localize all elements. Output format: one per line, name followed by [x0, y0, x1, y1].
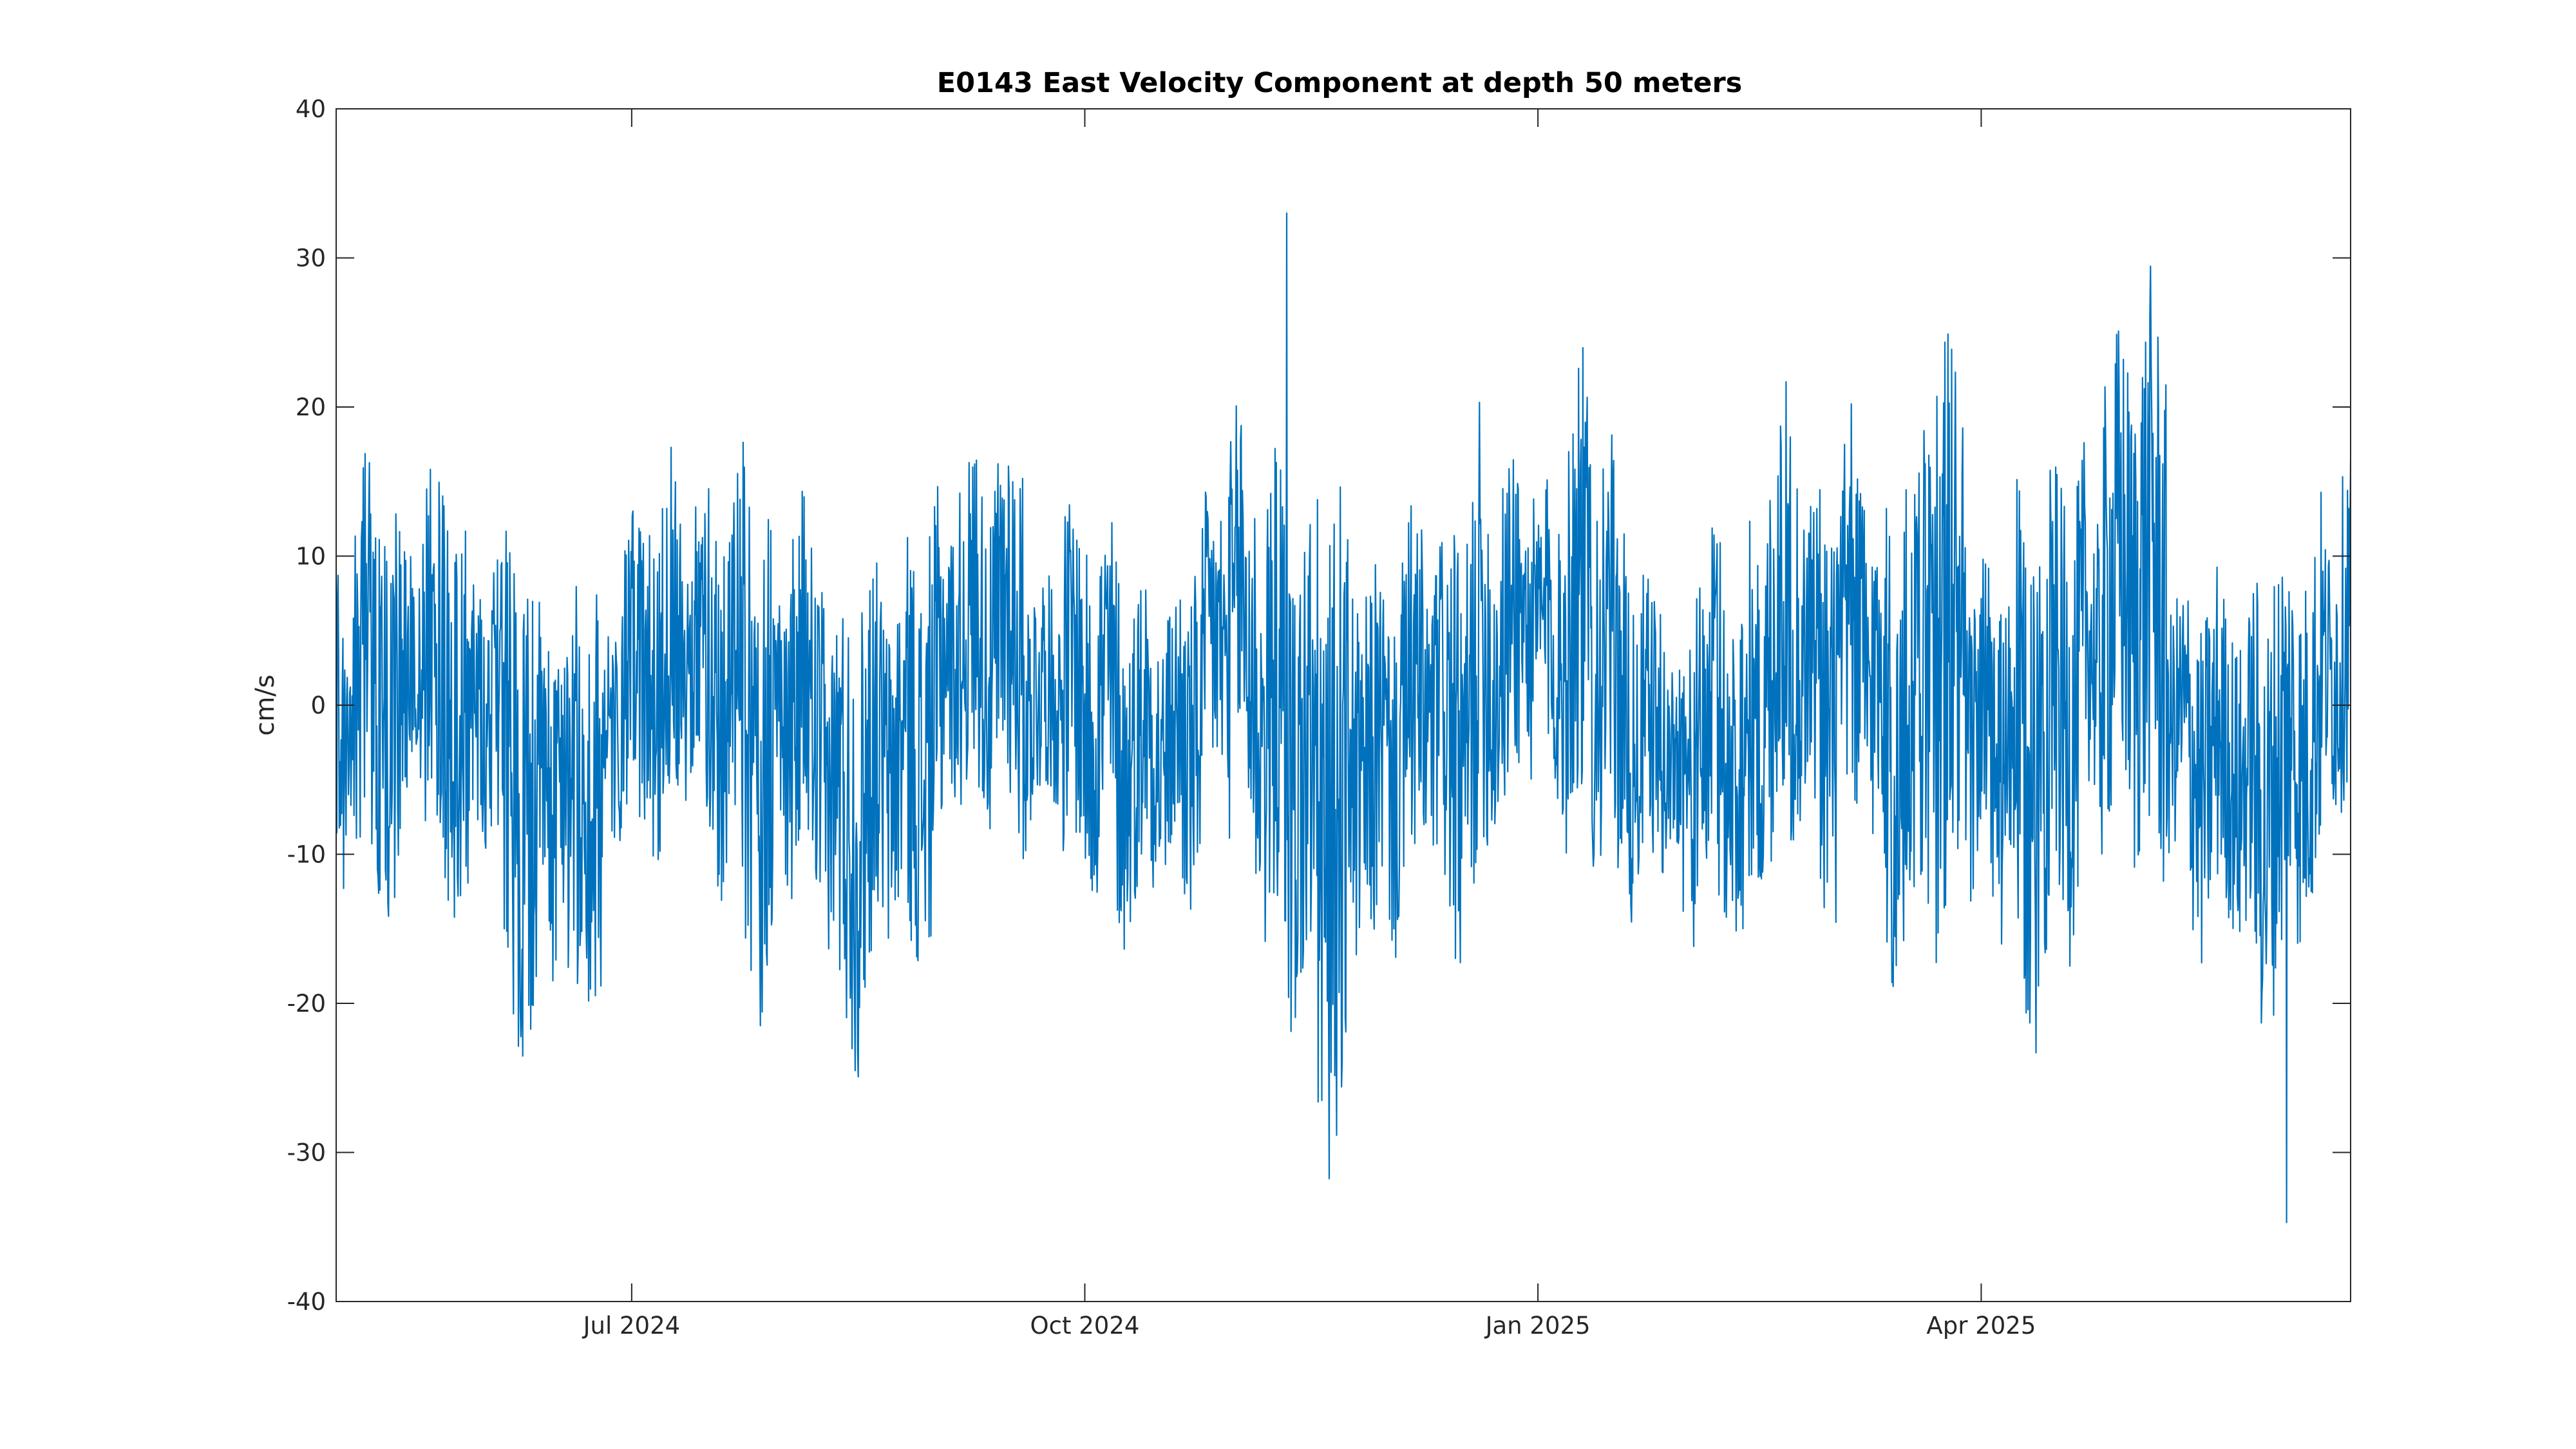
- series-line-east-velocity: [336, 212, 2351, 1224]
- plot-area: [336, 108, 2351, 1302]
- x-tick-label: Oct 2024: [1030, 1312, 1140, 1340]
- y-tick-label: -20: [287, 990, 326, 1018]
- y-tick-label: 30: [296, 245, 326, 272]
- x-axis: Jul 2024 Oct 2024 Jan 2025 Apr 2025: [582, 109, 2036, 1340]
- y-axis: 40 30 20 10 0 -10 -20 -30 -40: [287, 95, 2351, 1316]
- y-tick-label: 10: [296, 543, 326, 571]
- y-tick-label: -40: [287, 1288, 326, 1316]
- y-tick-label: -30: [287, 1139, 326, 1167]
- y-tick-label: 0: [310, 692, 326, 719]
- y-axis-label: cm/s: [251, 674, 280, 735]
- x-tick-label: Jan 2025: [1484, 1312, 1591, 1340]
- y-tick-label: 20: [296, 393, 326, 421]
- y-tick-label: -10: [287, 841, 326, 869]
- y-tick-label: 40: [296, 95, 326, 123]
- chart-title: E0143 East Velocity Component at depth 5…: [937, 67, 1743, 99]
- x-tick-label: Jul 2024: [582, 1312, 681, 1340]
- x-tick-label: Apr 2025: [1926, 1312, 2036, 1340]
